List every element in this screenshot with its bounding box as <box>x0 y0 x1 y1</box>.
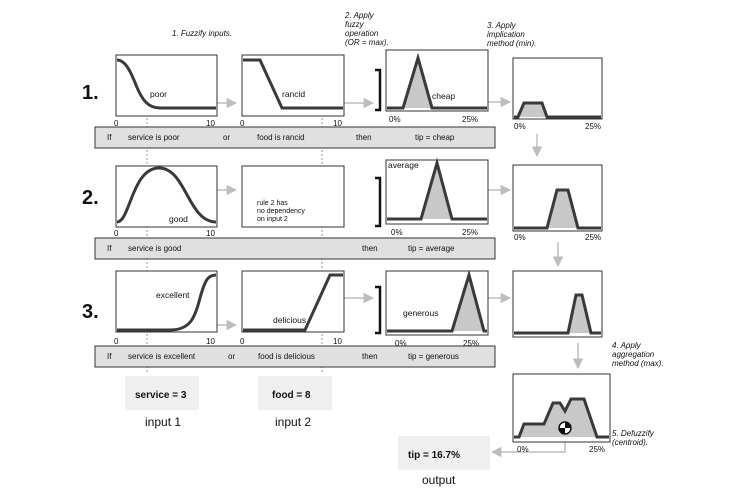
implication-panel-3 <box>512 270 603 338</box>
svg-text:tip = 16.7%: tip = 16.7% <box>408 450 460 461</box>
svg-text:tip = cheap: tip = cheap <box>415 133 455 142</box>
svg-text:operation: operation <box>345 29 379 38</box>
implication-panel-1: 0% 25% <box>512 57 603 131</box>
mf-label-poor: poor <box>150 89 167 99</box>
svg-text:0%: 0% <box>395 339 407 348</box>
svg-text:0: 0 <box>240 119 245 128</box>
rule-bar-2: If service is good then tip = average <box>94 237 496 260</box>
svg-text:If: If <box>107 244 112 253</box>
svg-text:25%: 25% <box>585 233 601 242</box>
svg-text:fuzzy: fuzzy <box>345 20 365 29</box>
step-1-caption: 1. Fuzzify inputs. <box>172 29 232 38</box>
svg-text:0: 0 <box>240 337 245 346</box>
mf-label-cheap: cheap <box>432 91 455 101</box>
svg-text:aggregation: aggregation <box>612 350 655 359</box>
svg-text:then: then <box>356 133 372 142</box>
svg-text:0%: 0% <box>514 122 526 131</box>
svg-text:If: If <box>107 352 112 361</box>
mf-label-rancid: rancid <box>282 89 305 99</box>
svg-text:0: 0 <box>114 337 119 346</box>
svg-text:25%: 25% <box>585 122 601 131</box>
mf-panel-service-poor: poor 0 10 <box>114 54 218 128</box>
svg-text:0%: 0% <box>391 228 403 237</box>
svg-text:service is good: service is good <box>128 244 181 253</box>
mf-label-excellent: excellent <box>156 290 190 300</box>
aggregation-panel: 0% 25% <box>512 373 611 454</box>
svg-text:service is poor: service is poor <box>128 133 180 142</box>
svg-text:3. Apply: 3. Apply <box>487 21 517 30</box>
svg-text:tip = average: tip = average <box>408 244 455 253</box>
svg-text:25%: 25% <box>463 339 479 348</box>
or-bracket-3 <box>375 285 382 335</box>
service-value-box: service = 3 <box>125 376 199 410</box>
mf-panel-service-excellent: excellent 0 10 <box>114 270 218 346</box>
no-dependency-panel: rule 2 has no dependency on input 2 <box>241 165 345 228</box>
svg-text:food is delicious: food is delicious <box>258 352 315 361</box>
svg-text:25%: 25% <box>462 228 478 237</box>
svg-text:10: 10 <box>206 337 215 346</box>
mf-label-good: good <box>169 214 188 224</box>
mf-label-delicious: delicious <box>273 315 306 325</box>
svg-text:10: 10 <box>333 337 342 346</box>
svg-text:10: 10 <box>206 229 215 238</box>
svg-text:tip = generous: tip = generous <box>408 352 459 361</box>
svg-text:method (max).: method (max). <box>612 359 664 368</box>
food-value-box: food = 8 <box>258 376 332 410</box>
step-3-caption: 3. Apply implication method (min). <box>487 21 536 48</box>
step-2-caption: 2. Apply fuzzy operation (OR = max). <box>344 11 389 47</box>
svg-text:0%: 0% <box>389 115 401 124</box>
svg-text:(centroid).: (centroid). <box>612 438 648 447</box>
svg-text:5. Defuzzify: 5. Defuzzify <box>612 429 655 438</box>
mf-panel-food-delicious: delicious 0 10 <box>240 270 345 346</box>
svg-text:no dependency: no dependency <box>257 208 305 215</box>
svg-text:10: 10 <box>333 119 342 128</box>
rule-bar-1: If service is poor or food is rancid the… <box>94 126 496 149</box>
output-panel-cheap: cheap 0% 25% <box>385 49 489 124</box>
svg-text:service is excellent: service is excellent <box>128 352 196 361</box>
svg-text:(OR = max).: (OR = max). <box>345 38 389 47</box>
svg-text:rule 2 has: rule 2 has <box>257 200 288 207</box>
svg-text:food = 8: food = 8 <box>272 390 311 401</box>
rule-number-2: 2. <box>82 187 99 209</box>
mf-panel-service-good: good 0 10 <box>114 165 218 238</box>
mf-label-generous: generous <box>403 308 438 318</box>
step-5-caption: 5. Defuzzify (centroid). <box>612 429 655 447</box>
svg-text:0: 0 <box>114 229 119 238</box>
svg-text:25%: 25% <box>462 115 478 124</box>
input-1-label: input 1 <box>145 415 181 429</box>
svg-text:If: If <box>107 133 112 142</box>
svg-text:or: or <box>223 133 230 142</box>
rule-number-3: 3. <box>82 301 99 323</box>
input-2-label: input 2 <box>275 415 311 429</box>
rule-bar-3: If service is excellent or food is delic… <box>94 345 496 368</box>
step-4-caption: 4. Apply aggregation method (max). <box>612 341 664 368</box>
svg-text:0%: 0% <box>517 445 529 454</box>
svg-text:on input 2: on input 2 <box>257 216 288 223</box>
svg-text:2. Apply: 2. Apply <box>344 11 375 20</box>
rule-number-1: 1. <box>82 82 99 104</box>
output-label: output <box>422 473 456 487</box>
centroid-marker-icon <box>558 421 572 435</box>
output-panel-average: average 0% 25% <box>385 157 489 237</box>
or-bracket-2 <box>375 176 382 228</box>
tip-value-box: tip = 16.7% <box>398 436 490 470</box>
implication-panel-2: 0% 25% <box>512 164 603 242</box>
svg-text:then: then <box>362 352 378 361</box>
svg-text:food is rancid: food is rancid <box>257 133 305 142</box>
output-panel-generous: generous 0% 25% <box>385 269 489 348</box>
svg-text:implication: implication <box>487 30 525 39</box>
svg-text:10: 10 <box>206 119 215 128</box>
svg-text:or: or <box>228 352 235 361</box>
mf-panel-food-rancid: rancid 0 10 <box>240 54 345 128</box>
mf-label-average: average <box>388 160 419 170</box>
svg-text:then: then <box>362 244 378 253</box>
svg-text:0%: 0% <box>514 233 526 242</box>
svg-text:service = 3: service = 3 <box>135 390 187 401</box>
svg-text:method (min).: method (min). <box>487 39 536 48</box>
svg-text:4. Apply: 4. Apply <box>612 341 642 350</box>
svg-text:25%: 25% <box>589 445 605 454</box>
svg-text:0: 0 <box>114 119 119 128</box>
or-bracket-1 <box>375 68 382 112</box>
